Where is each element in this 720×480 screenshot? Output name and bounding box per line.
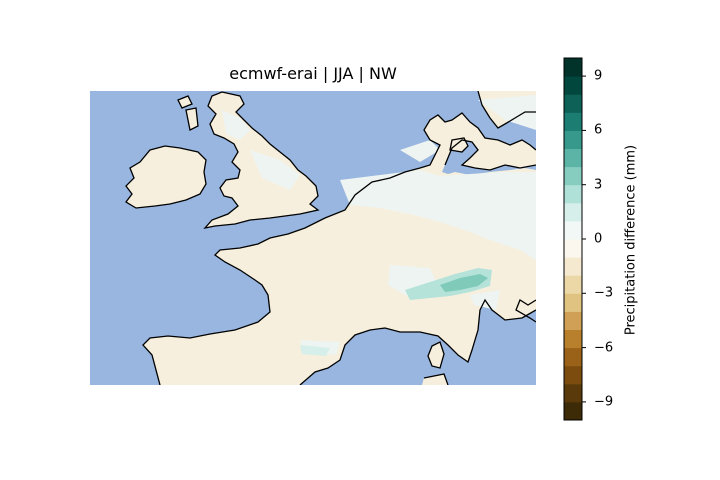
colorbar-segment bbox=[564, 184, 582, 204]
colorbar-segment bbox=[564, 148, 582, 168]
colorbar-segment bbox=[564, 365, 582, 385]
colorbar-segment bbox=[564, 130, 582, 149]
colorbar-segment bbox=[564, 58, 582, 77]
colorbar-tick-label: 3 bbox=[594, 177, 603, 193]
colorbar-segment bbox=[564, 401, 582, 421]
colorbar-segment bbox=[564, 311, 582, 330]
ireland-land bbox=[126, 146, 206, 208]
colorbar-segment bbox=[564, 257, 582, 276]
colorbar-segment bbox=[564, 112, 582, 131]
colorbar bbox=[563, 57, 586, 421]
colorbar-segment bbox=[564, 275, 582, 294]
colorbar-segment bbox=[564, 94, 582, 113]
colorbar-tick-label: −6 bbox=[594, 340, 614, 356]
colorbar-tick-label: 9 bbox=[594, 68, 603, 84]
colorbar-segment bbox=[564, 329, 582, 349]
sardinia-land bbox=[422, 374, 448, 385]
colorbar-segment bbox=[564, 347, 582, 367]
alps-wet-band bbox=[300, 268, 492, 356]
map-title: ecmwf-erai | JJA | NW bbox=[229, 64, 397, 83]
colorbar-segment bbox=[564, 383, 582, 403]
coastlines bbox=[125, 91, 536, 385]
colorbar-segment bbox=[564, 239, 582, 258]
colorbar-segment bbox=[564, 166, 582, 186]
colorbar-segment bbox=[564, 220, 582, 240]
colorbar-tick-label: 0 bbox=[594, 231, 603, 247]
colorbar-tick-label: −9 bbox=[594, 394, 614, 410]
colorbar-label: Precipitation difference (mm) bbox=[623, 144, 639, 336]
colorbar-tick-label: 6 bbox=[594, 122, 603, 138]
colorbar-segment bbox=[564, 76, 582, 95]
corsica-land bbox=[428, 342, 444, 368]
colorbar-tick-label: −3 bbox=[594, 285, 614, 301]
colorbar-segment bbox=[564, 202, 582, 222]
denmark-island bbox=[450, 138, 468, 152]
colorbar-segment bbox=[564, 293, 582, 312]
